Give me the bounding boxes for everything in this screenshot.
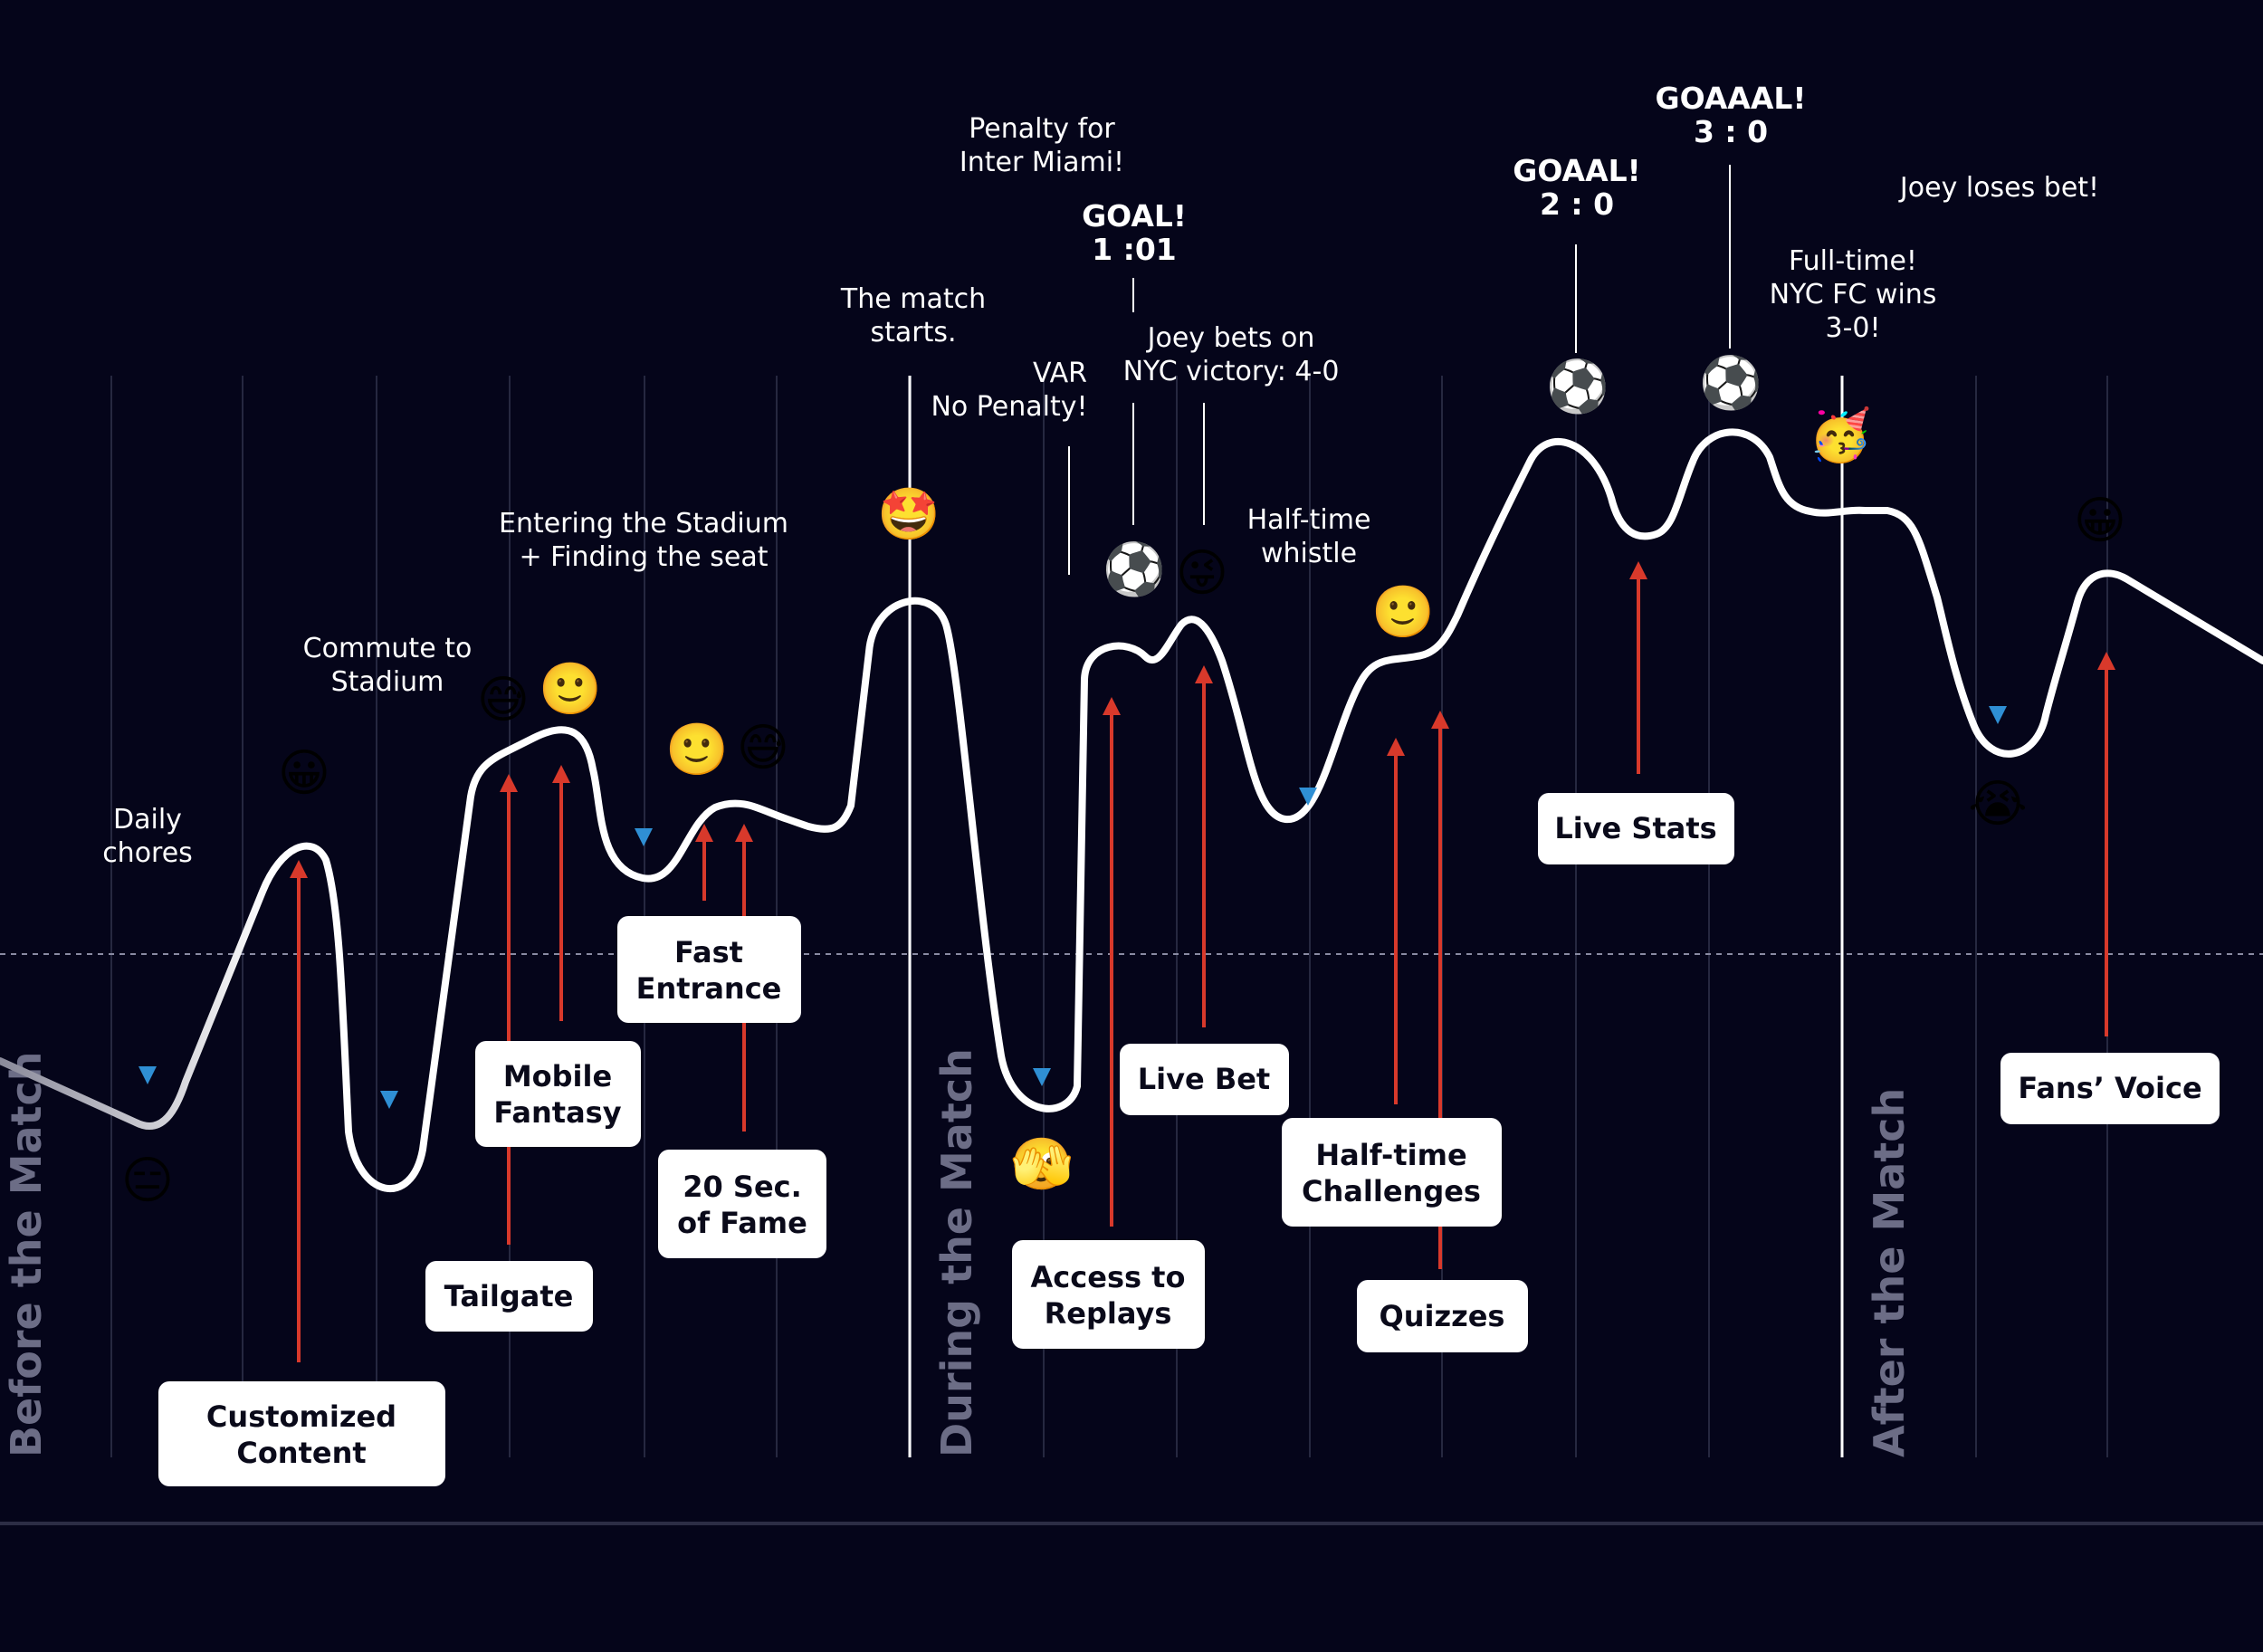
positive-arrows bbox=[290, 561, 2115, 1362]
svg-text:20 Sec.of Fame: 20 Sec. of Fame bbox=[677, 1170, 807, 1240]
party-face-icon: 🥳 bbox=[1809, 405, 1872, 465]
crying-face-icon: 😭 bbox=[1968, 775, 2027, 834]
card-fans-voice: Fans’ Voice bbox=[2000, 1053, 2220, 1124]
svg-text:Tailgate: Tailgate bbox=[444, 1279, 574, 1313]
card-quizzes: Quizzes bbox=[1357, 1280, 1528, 1352]
event-commute: Commute to Stadium bbox=[303, 633, 473, 698]
event-goal-2: GOAAL! 2 : 0 bbox=[1513, 153, 1640, 222]
card-live-bet: Live Bet bbox=[1120, 1044, 1289, 1115]
event-var: VAR No Penalty! bbox=[931, 358, 1087, 423]
event-full-time: Full-time! NYC FC wins 3-0! bbox=[1770, 245, 1937, 344]
phase-during-label: During the Match bbox=[932, 1048, 981, 1457]
card-access-replays: Access to Replays bbox=[1012, 1240, 1205, 1349]
event-match-starts: The match starts. bbox=[840, 283, 986, 349]
card-halftime-challenges: Half-time Challenges bbox=[1282, 1118, 1502, 1227]
svg-text:Quizzes: Quizzes bbox=[1380, 1299, 1505, 1333]
card-fast-entrance: Fast Entrance bbox=[617, 916, 801, 1023]
peeking-face-icon: 🫣 bbox=[1010, 1135, 1074, 1194]
card-tailgate: Tailgate bbox=[425, 1261, 593, 1332]
event-joey-loses-bet: Joey loses bet! bbox=[1898, 172, 2099, 204]
sweat-smile-face-icon: 😅 bbox=[477, 671, 530, 730]
grinning-face-icon: 😀 bbox=[2074, 492, 2126, 550]
annotation-lines bbox=[1068, 165, 1731, 575]
event-halftime-whistle: Half-time whistle bbox=[1247, 504, 1371, 569]
soccer-ball-icon: ⚽ bbox=[1697, 354, 1762, 413]
phase-before-label: Before the Match bbox=[2, 1051, 51, 1457]
expressionless-face-icon: 😑 bbox=[121, 1151, 174, 1210]
svg-text:Live Stats: Live Stats bbox=[1554, 811, 1716, 845]
slight-smile-face-icon: 🙂 bbox=[665, 721, 729, 779]
card-twenty-sec: 20 Sec. of Fame bbox=[658, 1150, 826, 1258]
event-labels: Daily chores Commute to Stadium Entering t… bbox=[102, 81, 2099, 869]
card-customized-content: Customized Content bbox=[158, 1381, 445, 1486]
star-struck-face-icon: 🤩 bbox=[877, 485, 941, 544]
negative-arrows bbox=[138, 217, 2007, 1109]
svg-text:Fans’ Voice: Fans’ Voice bbox=[2018, 1071, 2201, 1105]
soccer-ball-icon: ⚽ bbox=[1101, 540, 1166, 599]
event-joey-bets: Joey bets on NYC victory: 4-0 bbox=[1123, 322, 1340, 387]
slight-smile-face-icon: 🙂 bbox=[539, 660, 602, 719]
svg-text:Live Bet: Live Bet bbox=[1138, 1062, 1270, 1096]
event-entering-stadium: Entering the Stadium + Finding the seat bbox=[499, 508, 788, 573]
event-goal-3: GOAAAL! 3 : 0 bbox=[1656, 81, 1807, 149]
event-daily-chores: Daily chores bbox=[102, 804, 193, 869]
soccer-ball-icon: ⚽ bbox=[1544, 358, 1609, 416]
winking-tongue-face-icon: 😜 bbox=[1176, 544, 1228, 603]
emotion-curve bbox=[0, 428, 2263, 1193]
grinning-face-icon: 😀 bbox=[278, 744, 330, 803]
feature-cards: Customized Content Tailgate Mobile Fantasy… bbox=[158, 793, 2220, 1486]
sweat-smile-face-icon: 😅 bbox=[737, 719, 789, 778]
card-live-stats: Live Stats bbox=[1538, 793, 1734, 864]
event-penalty: Penalty for Inter Miami! bbox=[960, 113, 1124, 178]
slight-smile-face-icon: 🙂 bbox=[1371, 583, 1435, 642]
phase-after-label: After the Match bbox=[1865, 1088, 1914, 1457]
card-mobile-fantasy: Mobile Fantasy bbox=[475, 1041, 641, 1147]
emoji-markers: 😑 😀 😅 🙂 🙂 😅 🤩 🫣 ⚽ 😜 🙂 ⚽ ⚽ 🥳 😀 😭 bbox=[121, 354, 2126, 1210]
event-goal-1: GOAL! 1 :01 bbox=[1082, 198, 1187, 267]
